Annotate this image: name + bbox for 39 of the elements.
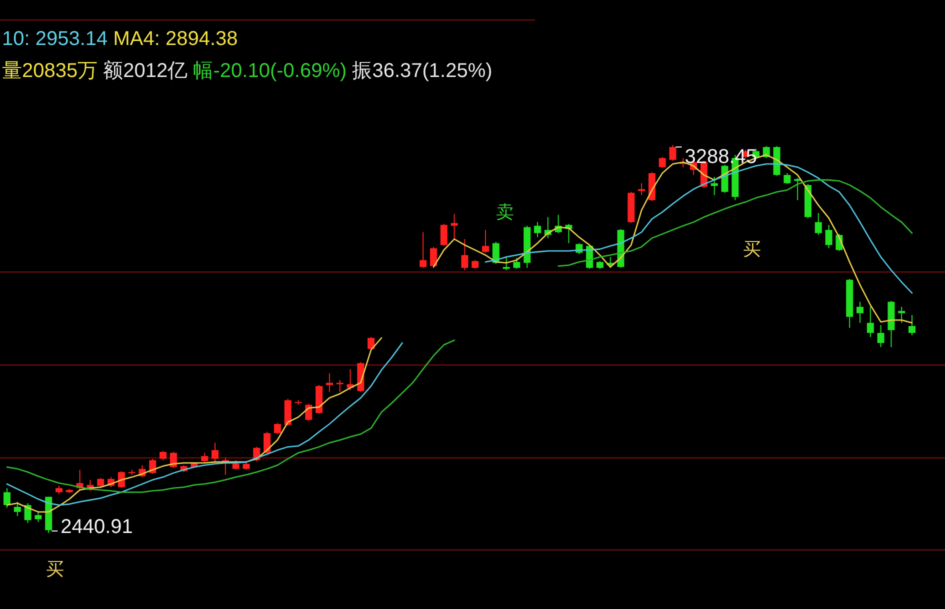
candlestick bbox=[118, 470, 125, 489]
candlestick bbox=[908, 314, 916, 336]
candlestick bbox=[440, 223, 448, 246]
annotation: 买 bbox=[743, 239, 761, 259]
candlestick bbox=[14, 501, 21, 517]
candlestick bbox=[658, 156, 666, 169]
candlestick bbox=[638, 182, 646, 196]
chart-subtitle: 量20835万 额2012亿 幅-20.10(-0.69%) 振36.37(1.25%) bbox=[2, 60, 492, 82]
candlestick bbox=[534, 222, 542, 238]
candlestick bbox=[502, 256, 510, 271]
candlestick bbox=[97, 478, 104, 488]
annotation: 卖 bbox=[496, 202, 514, 222]
candlestick bbox=[149, 458, 156, 474]
candlestick bbox=[877, 324, 884, 348]
candlestick bbox=[461, 238, 468, 271]
candlestick bbox=[201, 452, 208, 462]
candlestick bbox=[450, 213, 458, 240]
candlestick bbox=[274, 422, 281, 435]
candlestick bbox=[784, 172, 791, 185]
annotation: 2440.91 bbox=[60, 516, 133, 538]
candlestick bbox=[825, 224, 832, 249]
candlestick bbox=[856, 301, 864, 324]
candlestick bbox=[264, 431, 271, 455]
text: 买 bbox=[46, 559, 64, 579]
candlestick bbox=[430, 246, 437, 268]
candlestick bbox=[513, 257, 520, 270]
candlestick bbox=[160, 450, 167, 461]
candlestick bbox=[232, 460, 240, 470]
candlestick bbox=[482, 229, 490, 254]
candlestick bbox=[420, 232, 427, 268]
chart-title: 10: 2953.14 MA4: 2894.38 bbox=[2, 28, 238, 50]
candlestick bbox=[368, 336, 375, 350]
candlestick bbox=[212, 442, 219, 462]
candlestick bbox=[814, 212, 822, 236]
candlestick bbox=[794, 178, 802, 201]
candlestick bbox=[4, 488, 10, 508]
candlestick bbox=[34, 511, 42, 522]
candlestick bbox=[866, 306, 874, 338]
candlestick bbox=[710, 176, 718, 196]
